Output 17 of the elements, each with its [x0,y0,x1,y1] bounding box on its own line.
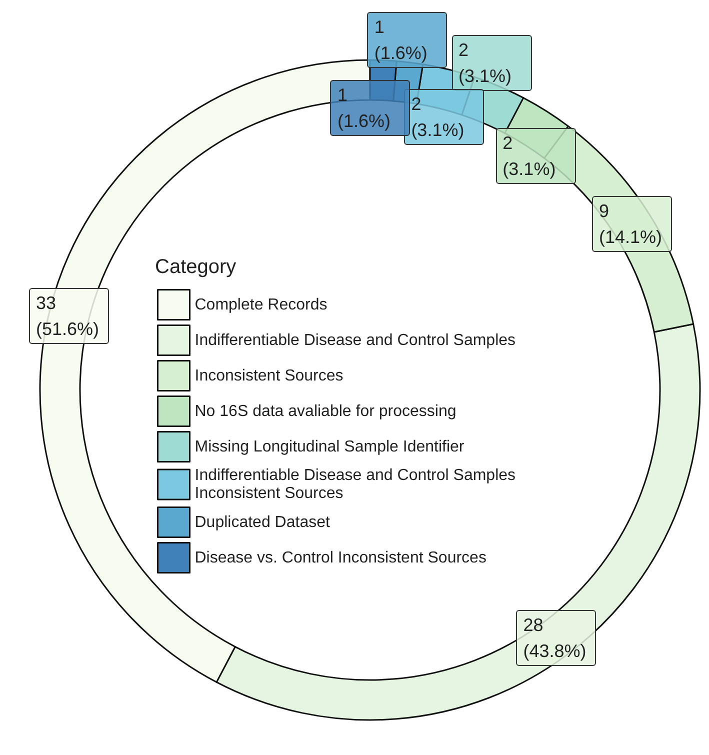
data-label: 1 (1.6%) [330,80,410,136]
legend-label: Missing Longitudinal Sample Identifier [194,438,465,456]
data-label: 28 (43.8%) [516,610,596,666]
data-label: 2 (3.1%) [404,89,484,145]
legend-title: Category [155,256,236,278]
data-label: 2 (3.1%) [452,34,532,91]
legend-label: Inconsistent Sources [194,367,344,384]
legend-label: Complete Records [194,296,328,314]
data-label: 2 (3.1%) [496,128,576,184]
legend-label: Disease vs. Control Inconsistent Sources [194,549,486,566]
legend-label: No 16S data avaliable for processing [194,402,456,420]
data-label: 1 (1.6%) [367,12,448,68]
legend-label: Indifferentiable Disease and Control Samples Inconsistent Sources [194,467,520,502]
legend-label: Indifferentiable Disease and Control Samples [194,332,516,349]
legend-label: Duplicated Dataset [194,514,330,531]
data-label: 9 (14.1%) [592,196,672,252]
data-label: 33 (51.6%) [29,288,109,344]
